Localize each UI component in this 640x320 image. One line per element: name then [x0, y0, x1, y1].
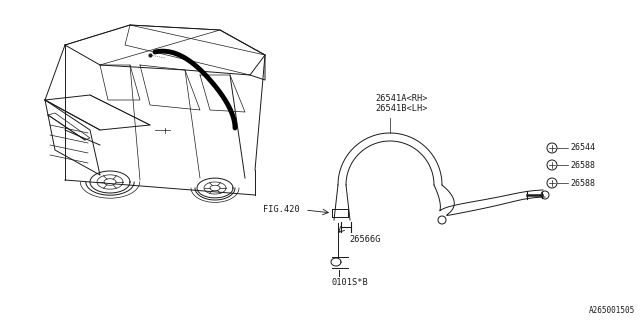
Text: 26566G: 26566G	[349, 235, 381, 244]
Text: A265001505: A265001505	[589, 306, 635, 315]
Text: 26588: 26588	[570, 179, 595, 188]
Text: FIG.420: FIG.420	[263, 205, 300, 214]
Text: 26541A<RH>
26541B<LH>: 26541A<RH> 26541B<LH>	[375, 93, 428, 113]
Text: 0101S*B: 0101S*B	[331, 278, 368, 287]
Text: 26588: 26588	[570, 161, 595, 170]
Text: 26544: 26544	[570, 143, 595, 153]
